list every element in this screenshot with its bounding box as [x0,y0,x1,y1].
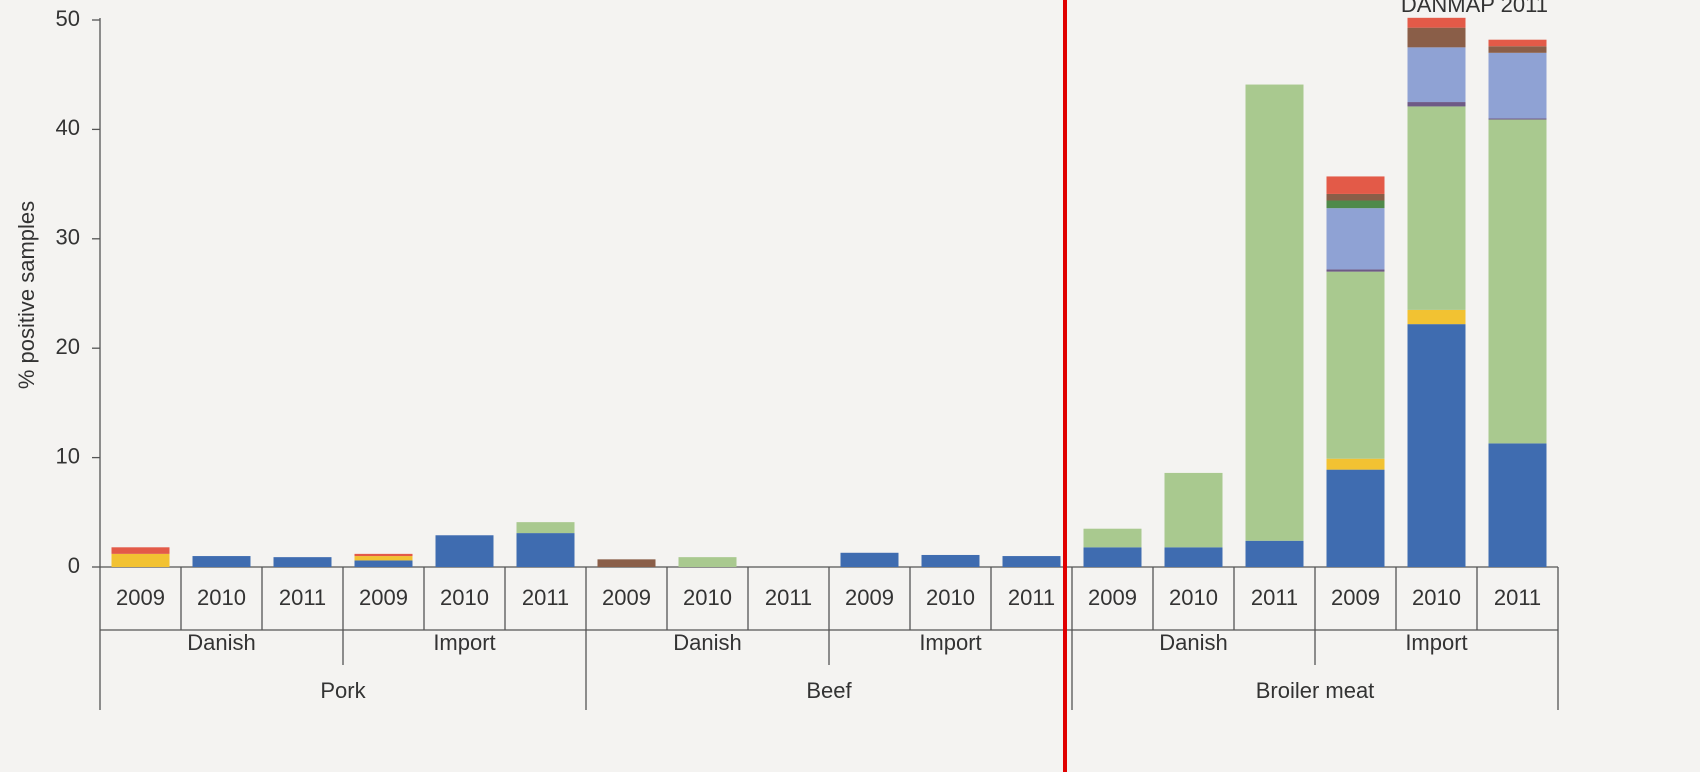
x-tick-label: 2011 [1008,585,1055,610]
x-tick-label: 2010 [683,585,732,610]
y-tick-label: 0 [68,553,80,578]
x-tick-label: 2009 [1088,585,1137,610]
y-tick-label: 10 [56,443,80,468]
bar-segment [1245,540,1304,567]
y-tick-label: 50 [56,6,80,31]
chart-title: DANMAP 2011 [1401,0,1548,17]
bar-segment [1326,193,1385,201]
x-tick-label: 2009 [845,585,894,610]
bar-segment [1407,106,1466,310]
origin-label: Danish [1159,630,1227,655]
bar-segment [1083,528,1142,548]
bar-segment [354,560,413,567]
bar-segment [921,554,980,567]
x-tick-label: 2011 [1494,585,1541,610]
x-tick-label: 2011 [522,585,569,610]
bar-segment [1488,39,1547,47]
origin-label: Danish [673,630,741,655]
bar-segment [1407,102,1466,107]
bar-segment [273,557,332,567]
origin-label: Import [1405,630,1467,655]
origin-label: Import [433,630,495,655]
bar-segment [516,533,575,567]
bar-segment [1326,271,1385,459]
x-tick-label: 2009 [116,585,165,610]
bar-segment [1326,458,1385,470]
bar-segment [1164,472,1223,548]
x-tick-label: 2009 [359,585,408,610]
bar-segment [1245,84,1304,541]
bar-segment [111,547,170,554]
meat-label: Pork [320,678,366,703]
x-tick-label: 2011 [279,585,326,610]
bar-segment [1083,547,1142,567]
bar-segment [1164,547,1223,567]
x-tick-label: 2010 [926,585,975,610]
x-tick-label: 2010 [440,585,489,610]
bar-segment [1407,17,1466,28]
bar-segment [354,556,413,561]
x-tick-label: 2011 [1251,585,1298,610]
bar-segment [1326,269,1385,272]
bar-segment [1488,443,1547,567]
y-tick-label: 40 [56,115,80,140]
bar-segment [192,556,251,567]
bar-segment [1407,47,1466,103]
x-tick-label: 2009 [1331,585,1380,610]
x-tick-label: 2009 [602,585,651,610]
bar-segment [1407,309,1466,325]
y-axis-label: % positive samples [14,201,39,389]
meat-label: Beef [806,678,852,703]
x-tick-label: 2010 [1412,585,1461,610]
origin-label: Danish [187,630,255,655]
y-tick-label: 30 [56,225,80,250]
bar-segment [678,557,737,567]
bar-segment [111,553,170,567]
bar-segment [1488,119,1547,444]
bar-segment [1407,27,1466,48]
bar-segment [1488,118,1547,120]
bar-segment [1488,52,1547,119]
bar-segment [840,552,899,567]
bar-segment [1326,176,1385,194]
bar-segment [1326,469,1385,567]
x-tick-label: 2010 [1169,585,1218,610]
bar-segment [1488,46,1547,53]
bar-segment [1002,556,1061,567]
bar-segment [354,553,413,557]
meat-label: Broiler meat [1256,678,1375,703]
x-tick-label: 2010 [197,585,246,610]
bar-segment [435,535,494,567]
y-tick-label: 20 [56,334,80,359]
bar-segment [516,522,575,534]
bar-segment [1407,324,1466,567]
origin-label: Import [919,630,981,655]
bar-segment [597,559,656,567]
bar-segment [1326,208,1385,270]
x-tick-label: 2011 [765,585,812,610]
bar-segment [1326,200,1385,209]
